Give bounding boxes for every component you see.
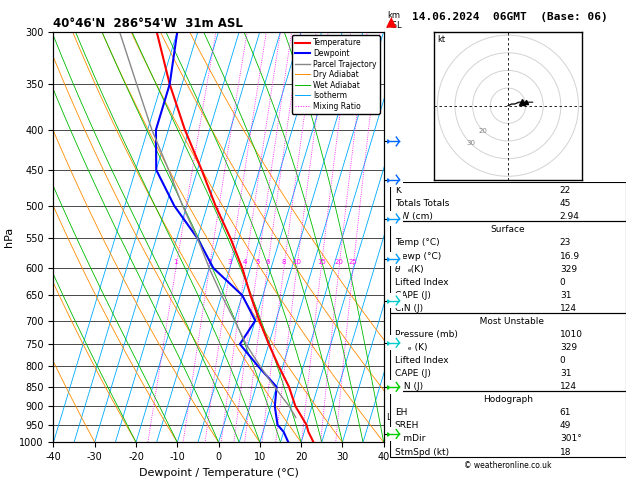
Text: 18: 18 bbox=[560, 448, 571, 456]
Text: 20: 20 bbox=[335, 259, 343, 265]
Text: 23: 23 bbox=[560, 239, 571, 247]
Text: Dewp (°C): Dewp (°C) bbox=[395, 252, 441, 260]
Text: ₑ (K): ₑ (K) bbox=[408, 343, 427, 352]
Text: 16.9: 16.9 bbox=[560, 252, 580, 260]
Text: Totals Totals: Totals Totals bbox=[395, 199, 449, 208]
Text: 1: 1 bbox=[174, 259, 178, 265]
Text: 10: 10 bbox=[292, 259, 301, 265]
Text: θ: θ bbox=[395, 264, 400, 274]
Text: 3: 3 bbox=[228, 259, 232, 265]
Text: StmSpd (kt): StmSpd (kt) bbox=[395, 448, 449, 456]
Text: 0: 0 bbox=[560, 278, 565, 287]
Y-axis label: Mixing Ratio (g/kg): Mixing Ratio (g/kg) bbox=[401, 191, 411, 283]
Text: 0: 0 bbox=[560, 356, 565, 365]
Text: 124: 124 bbox=[560, 382, 577, 391]
Text: Lifted Index: Lifted Index bbox=[395, 356, 448, 365]
Text: 15: 15 bbox=[317, 259, 326, 265]
Text: 45: 45 bbox=[560, 199, 571, 208]
Text: 5: 5 bbox=[255, 259, 260, 265]
Text: Hodograph: Hodograph bbox=[483, 395, 533, 404]
Text: 2.94: 2.94 bbox=[560, 212, 580, 221]
Text: 31: 31 bbox=[560, 291, 571, 300]
Text: 49: 49 bbox=[560, 421, 571, 431]
Text: 329: 329 bbox=[560, 343, 577, 352]
Text: SREH: SREH bbox=[395, 421, 419, 431]
Text: PW (cm): PW (cm) bbox=[395, 212, 433, 221]
Text: Temp (°C): Temp (°C) bbox=[395, 239, 439, 247]
Text: CAPE (J): CAPE (J) bbox=[395, 369, 431, 378]
Text: 124: 124 bbox=[560, 304, 577, 313]
Text: Pressure (mb): Pressure (mb) bbox=[395, 330, 457, 339]
Text: 25: 25 bbox=[348, 259, 357, 265]
X-axis label: Dewpoint / Temperature (°C): Dewpoint / Temperature (°C) bbox=[138, 468, 299, 478]
Text: 4: 4 bbox=[243, 259, 247, 265]
Text: Surface: Surface bbox=[491, 226, 525, 234]
Text: 40°46'N  286°54'W  31m ASL: 40°46'N 286°54'W 31m ASL bbox=[53, 17, 243, 31]
Text: 20: 20 bbox=[479, 128, 487, 134]
Text: 61: 61 bbox=[560, 408, 571, 417]
Text: 1010: 1010 bbox=[560, 330, 583, 339]
Text: ₑ(K): ₑ(K) bbox=[408, 264, 425, 274]
Text: 22: 22 bbox=[560, 186, 571, 195]
Text: 30: 30 bbox=[466, 140, 475, 146]
Text: kt: kt bbox=[437, 35, 445, 44]
Y-axis label: hPa: hPa bbox=[4, 227, 14, 247]
Text: © weatheronline.co.uk: © weatheronline.co.uk bbox=[464, 461, 552, 470]
Text: ▲: ▲ bbox=[386, 15, 396, 29]
Text: 8: 8 bbox=[282, 259, 286, 265]
Text: 6: 6 bbox=[265, 259, 270, 265]
Text: CAPE (J): CAPE (J) bbox=[395, 291, 431, 300]
Legend: Temperature, Dewpoint, Parcel Trajectory, Dry Adiabat, Wet Adiabat, Isotherm, Mi: Temperature, Dewpoint, Parcel Trajectory… bbox=[292, 35, 380, 114]
Text: 2: 2 bbox=[207, 259, 211, 265]
Text: 329: 329 bbox=[560, 264, 577, 274]
Text: K: K bbox=[395, 186, 401, 195]
Text: Lifted Index: Lifted Index bbox=[395, 278, 448, 287]
Text: θ: θ bbox=[395, 343, 400, 352]
Text: CIN (J): CIN (J) bbox=[395, 382, 423, 391]
Text: 14.06.2024  06GMT  (Base: 06): 14.06.2024 06GMT (Base: 06) bbox=[411, 12, 608, 22]
Text: CIN (J): CIN (J) bbox=[395, 304, 423, 313]
Text: 301°: 301° bbox=[560, 434, 582, 443]
Text: 31: 31 bbox=[560, 369, 571, 378]
Text: km
ASL: km ASL bbox=[387, 11, 403, 30]
Text: EH: EH bbox=[395, 408, 407, 417]
Text: LCL: LCL bbox=[386, 413, 401, 422]
Text: StmDir: StmDir bbox=[395, 434, 426, 443]
Text: Most Unstable: Most Unstable bbox=[471, 317, 545, 326]
